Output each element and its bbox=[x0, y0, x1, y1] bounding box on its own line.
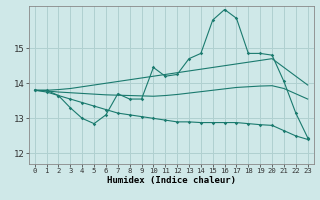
X-axis label: Humidex (Indice chaleur): Humidex (Indice chaleur) bbox=[107, 176, 236, 185]
